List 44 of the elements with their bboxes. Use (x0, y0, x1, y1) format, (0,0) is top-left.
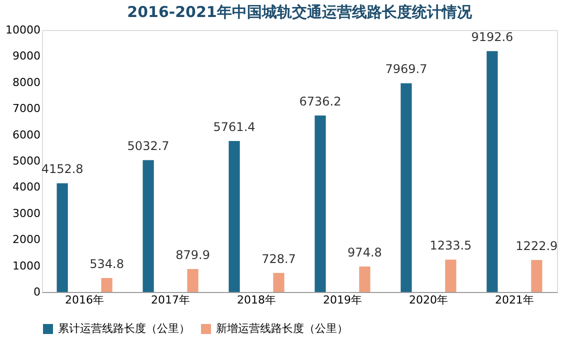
data-label: 534.8 (90, 256, 124, 271)
data-label: 1222.9 (516, 238, 558, 253)
bar (359, 266, 370, 292)
bar (445, 260, 456, 292)
chart-title: 2016-2021年中国城轨交通运营线路长度统计情况 (127, 3, 473, 21)
x-tick-label: 2016年 (65, 294, 104, 306)
bar (273, 272, 284, 292)
y-tick-label: 0 (34, 286, 40, 298)
bar (314, 116, 326, 292)
y-tick-label: 10000 (6, 24, 40, 36)
bar (187, 268, 198, 292)
bar (101, 278, 112, 292)
legend-label: 累计运营线路长度（公里） (58, 322, 190, 335)
data-label: 879.9 (176, 248, 210, 262)
y-tick-label: 3000 (12, 206, 40, 220)
legend-label: 新增运营线路长度（公里） (216, 322, 348, 335)
x-tick-label: 2018年 (237, 294, 276, 306)
data-label: 4152.8 (41, 162, 84, 176)
y-tick-label: 7000 (12, 102, 40, 116)
y-tick-label: 4000 (12, 180, 40, 194)
bar (531, 260, 542, 292)
bar (400, 83, 412, 292)
data-label: 5032.7 (127, 139, 170, 154)
bar (142, 160, 154, 292)
y-tick-label: 8000 (12, 76, 40, 89)
y-tick-label: 2000 (12, 233, 40, 246)
data-label: 7969.7 (385, 62, 428, 76)
data-label: 5761.4 (213, 120, 256, 134)
y-tick-label: 6000 (12, 128, 40, 142)
data-label: 728.7 (262, 252, 296, 266)
x-tick-label: 2017年 (151, 294, 190, 306)
x-tick-label: 2019年 (322, 294, 362, 306)
bar (228, 141, 240, 292)
data-label: 1233.5 (430, 238, 472, 253)
data-label: 6736.2 (299, 94, 342, 109)
y-tick-label: 5000 (12, 154, 40, 168)
y-tick-label: 9000 (12, 50, 40, 63)
x-tick-label: 2020年 (408, 294, 448, 306)
bar (56, 183, 68, 292)
bar (486, 51, 498, 292)
x-tick-label: 2021年 (494, 294, 534, 306)
y-tick-label: 1000 (12, 259, 40, 272)
data-label: 974.8 (348, 245, 382, 260)
data-label: 9192.6 (471, 30, 514, 44)
